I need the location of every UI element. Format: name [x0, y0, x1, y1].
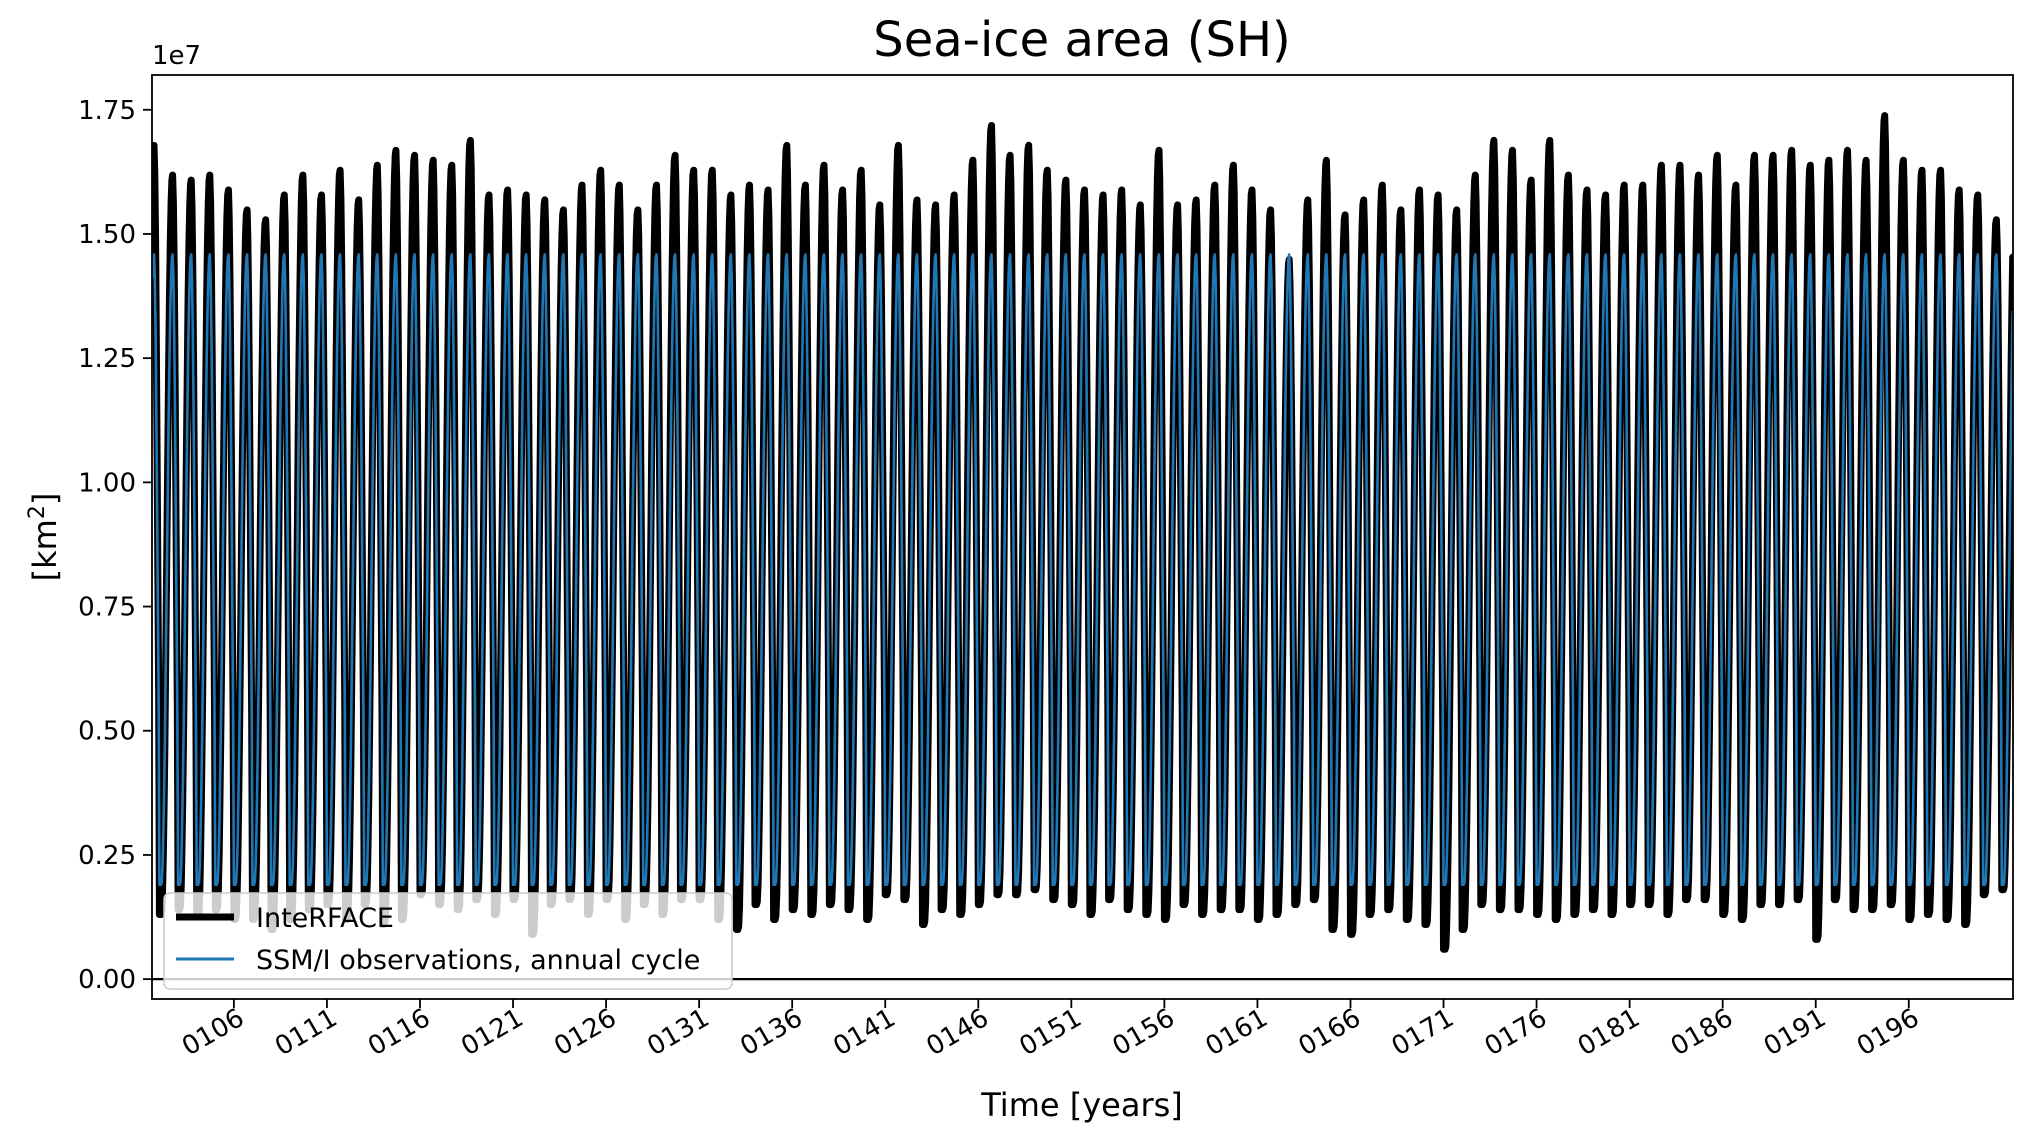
series-line-ssmi-observations: [152, 253, 2013, 886]
y-offset-label: 1e7: [152, 41, 201, 71]
y-tick-label: 1.25: [78, 344, 136, 374]
y-tick-label: 0.00: [78, 965, 136, 995]
y-tick-label: 1.50: [78, 220, 136, 250]
y-tick-label: 1.75: [78, 96, 136, 126]
y-axis-ticks: 0.00 0.25 0.50 0.75 1.00 1.25 1.50 1.75: [78, 96, 152, 995]
plot-frame: [151, 74, 2014, 1000]
y-tick-label: 0.25: [78, 841, 136, 871]
legend: InteRFACE SSM/I observations, annual cyc…: [163, 892, 733, 990]
legend-label-interface: InteRFACE: [256, 903, 394, 934]
y-tick-label: 1.00: [78, 468, 136, 498]
y-axis-label-superscript: 2: [25, 505, 50, 519]
chart-title: Sea-ice area (SH): [873, 12, 1291, 68]
y-axis-label: [km2]: [25, 493, 64, 582]
legend-box: [163, 892, 733, 990]
y-tick-label: 0.50: [78, 717, 136, 747]
legend-label-ssmi: SSM/I observations, annual cycle: [256, 945, 700, 976]
y-tick-label: 0.75: [78, 593, 136, 623]
y-axis-label-prefix: [km: [26, 519, 64, 581]
x-axis-label: Time [years]: [980, 1086, 1183, 1124]
y-axis-label-suffix: ]: [26, 493, 64, 505]
